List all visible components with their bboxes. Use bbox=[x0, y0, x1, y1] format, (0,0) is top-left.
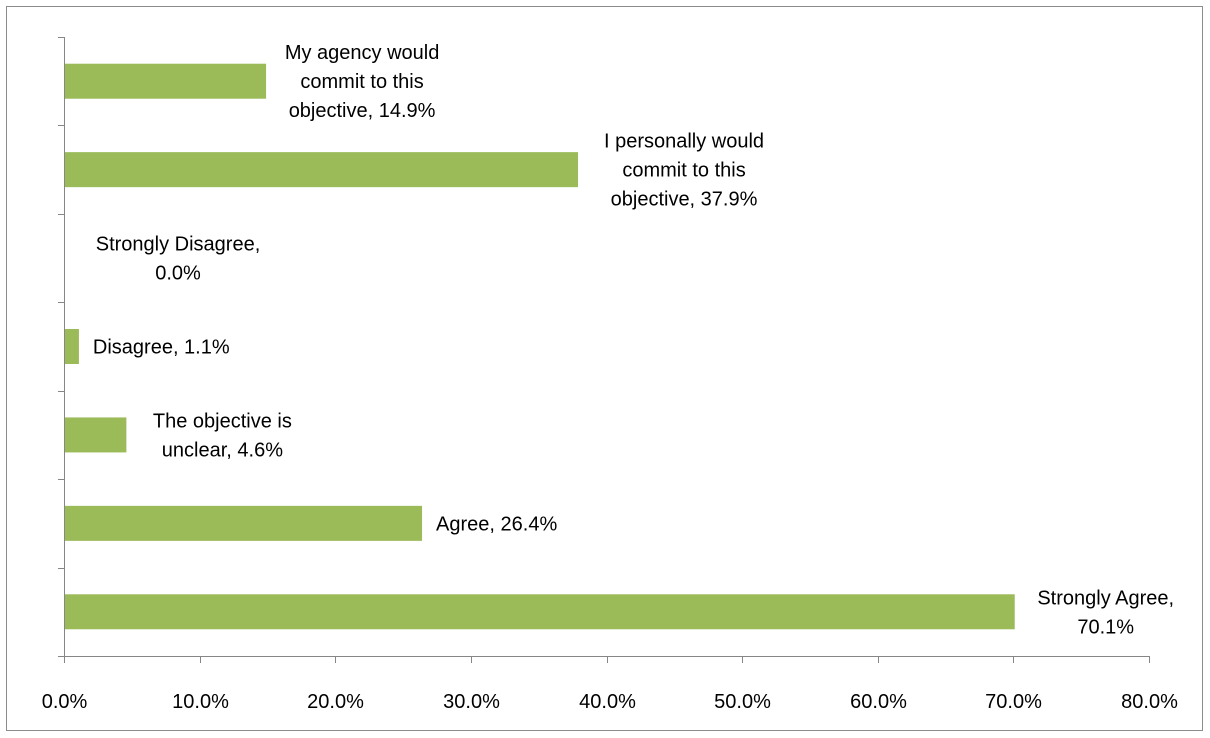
data-label: Strongly Disagree, bbox=[96, 234, 261, 256]
data-label: 0.0% bbox=[155, 263, 201, 285]
data-label: 70.1% bbox=[1077, 616, 1134, 638]
x-tick-label: 70.0% bbox=[985, 691, 1042, 713]
bar bbox=[65, 329, 79, 364]
bar bbox=[65, 417, 127, 453]
bar bbox=[65, 594, 1015, 630]
bar bbox=[65, 63, 267, 99]
data-label: Disagree, 1.1% bbox=[93, 337, 230, 359]
data-label: objective, 37.9% bbox=[611, 189, 758, 211]
x-tick-label: 0.0% bbox=[42, 691, 88, 713]
data-label: objective, 14.9% bbox=[289, 100, 436, 122]
data-label: commit to this bbox=[300, 71, 423, 93]
x-tick-label: 80.0% bbox=[1121, 691, 1178, 713]
data-label: The objective is bbox=[153, 410, 292, 432]
data-label: I personally would bbox=[604, 131, 764, 153]
x-tick-label: 20.0% bbox=[307, 691, 364, 713]
x-tick-label: 50.0% bbox=[714, 691, 771, 713]
bar bbox=[65, 152, 579, 188]
bar bbox=[65, 505, 423, 541]
x-tick-label: 10.0% bbox=[172, 691, 229, 713]
x-tick-label: 40.0% bbox=[579, 691, 636, 713]
data-label: Agree, 26.4% bbox=[436, 513, 557, 535]
data-label: Strongly Agree, bbox=[1037, 587, 1174, 609]
x-tick-label: 30.0% bbox=[443, 691, 500, 713]
data-label: unclear, 4.6% bbox=[162, 439, 283, 461]
data-label: commit to this bbox=[622, 160, 745, 182]
x-tick-label: 60.0% bbox=[850, 691, 907, 713]
data-label: My agency would bbox=[285, 42, 440, 64]
